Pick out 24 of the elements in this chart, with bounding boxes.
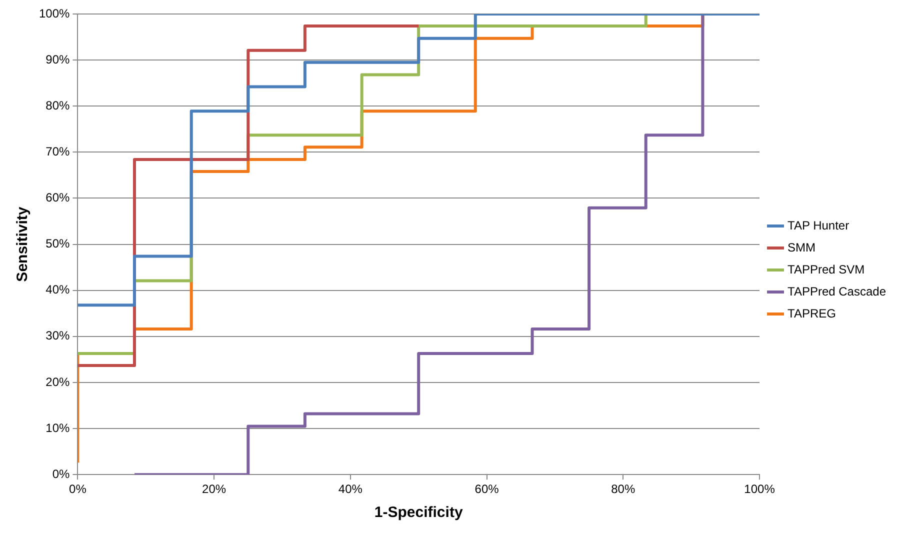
y-tick-label: 70% [46,144,70,158]
legend-label: SMM [788,240,816,254]
y-tick-label: 80% [46,98,70,112]
y-tick-label: 50% [46,236,70,251]
legend-label: TAPPred Cascade [788,284,886,298]
x-tick-label: 20% [202,482,226,496]
x-tick-label: 0% [69,482,87,496]
x-tick-label: 40% [338,482,363,496]
y-axis-title: Sensitivity [14,206,32,282]
legend-label: TAPPred SVM [788,262,865,276]
y-tick-label: 40% [46,282,70,297]
x-tick-label: 60% [474,482,500,496]
legend-label: TAPREG [788,306,836,320]
x-tick-label: 100% [744,482,776,496]
y-tick-label: 30% [46,328,70,343]
y-tick-label: 10% [46,420,70,435]
y-tick-label: 60% [46,190,70,205]
legend-label: TAP Hunter [788,218,850,232]
y-tick-label: 20% [46,374,70,389]
x-tick-label: 80% [611,482,636,496]
y-tick-label: 100% [38,6,70,20]
y-tick-label: 0% [52,466,70,481]
y-tick-label: 90% [46,52,70,66]
x-axis-title: 1-Specificity [374,504,464,522]
